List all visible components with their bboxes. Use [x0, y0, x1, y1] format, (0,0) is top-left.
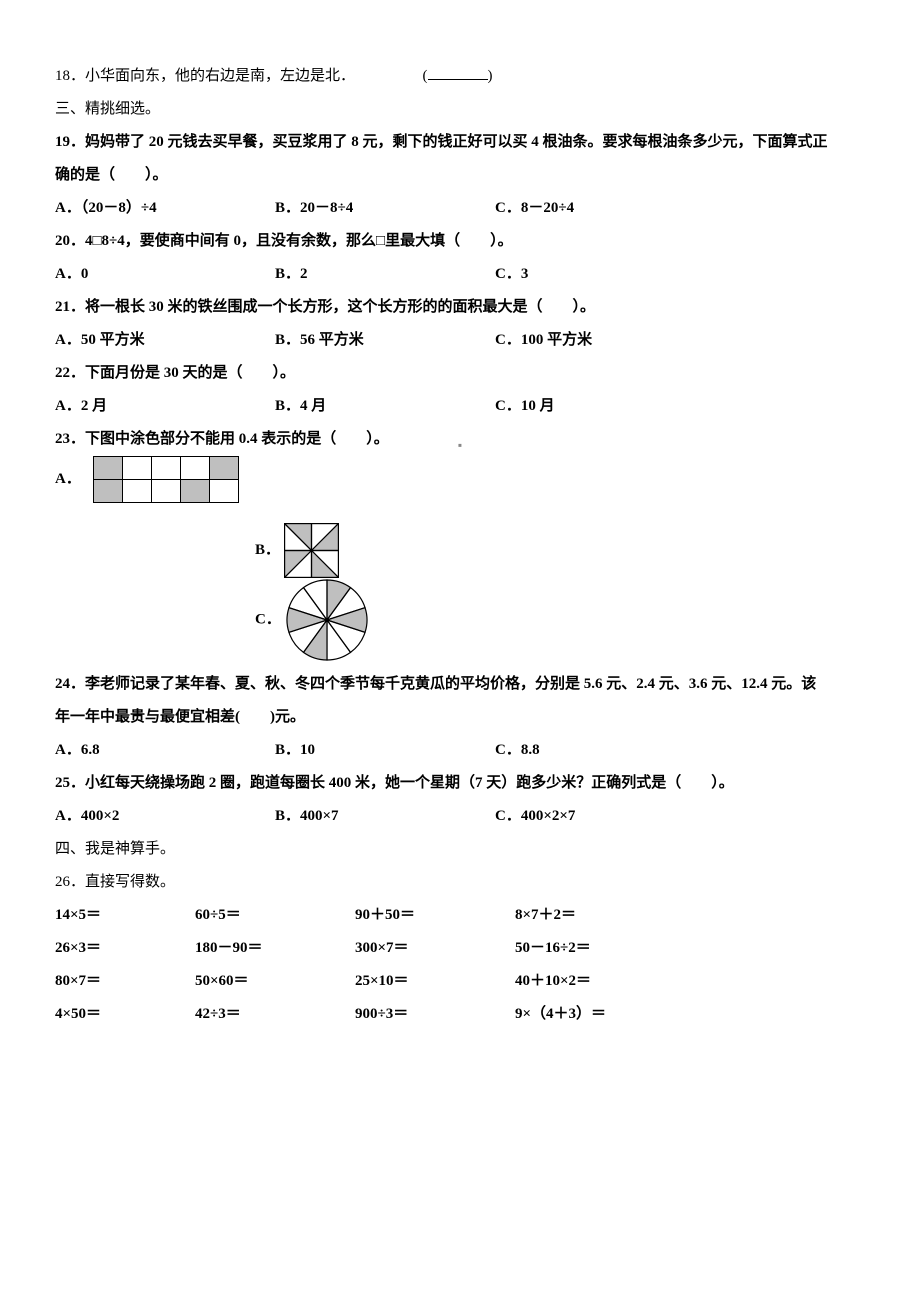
section4-heading: 四、我是神算手。	[55, 833, 865, 866]
q23-opt-c[interactable]: C．	[255, 578, 865, 662]
calc-cell: 80×7＝	[55, 965, 195, 998]
q20-opt-c[interactable]: C．3	[495, 258, 715, 291]
q25-stem: 25．小红每天绕操场跑 2 圈，跑道每圈长 400 米，她一个星期（7 天）跑多…	[55, 767, 865, 800]
q24-options: A．6.8 B．10 C．8.8	[55, 734, 865, 767]
calc-cell: 26×3＝	[55, 932, 195, 965]
q24-opt-c[interactable]: C．8.8	[495, 734, 715, 767]
calc-block: 14×5＝60÷5＝90＋50＝8×7＋2＝26×3＝180－90＝300×7＝…	[55, 899, 865, 1031]
square-diagonal-figure	[284, 542, 339, 558]
q22-opt-c[interactable]: C．10 月	[495, 390, 715, 423]
calc-cell: 8×7＋2＝	[515, 899, 675, 932]
q20-opt-b[interactable]: B．2	[275, 258, 495, 291]
calc-cell: 60÷5＝	[195, 899, 355, 932]
calc-cell: 9×（4＋3）＝	[515, 998, 675, 1031]
circle-slices-figure	[285, 611, 369, 627]
calc-cell: 25×10＝	[355, 965, 515, 998]
q23-label-b: B．	[255, 542, 280, 558]
q21-stem: 21．将一根长 30 米的铁丝围成一个长方形，这个长方形的的面积最大是（ ）。	[55, 291, 865, 324]
calc-cell: 4×50＝	[55, 998, 195, 1031]
q22-stem: 22．下面月份是 30 天的是（ ）。	[55, 357, 865, 390]
calc-row: 80×7＝50×60＝25×10＝40＋10×2＝	[55, 965, 865, 998]
q19-opt-b[interactable]: B．20－8÷4	[275, 192, 495, 225]
q23-opt-b[interactable]: B．	[255, 523, 865, 578]
q19-stem1: 19．妈妈带了 20 元钱去买早餐，买豆浆用了 8 元，剩下的钱正好可以买 4 …	[55, 126, 865, 159]
calc-cell: 180－90＝	[195, 932, 355, 965]
q18-paren-close: )	[488, 68, 493, 84]
q21-opt-b[interactable]: B．56 平方米	[275, 324, 495, 357]
q26-stem: 26．直接写得数。	[55, 866, 865, 899]
q18-text: 18．小华面向东，他的右边是南，左边是北．	[55, 68, 355, 84]
q18: 18．小华面向东，他的右边是南，左边是北． ()	[55, 60, 865, 93]
q23-label-c: C．	[255, 611, 281, 627]
q25-opt-b[interactable]: B．400×7	[275, 800, 495, 833]
calc-cell: 90＋50＝	[355, 899, 515, 932]
q23-opt-a[interactable]: A．	[55, 456, 865, 503]
q22-opt-b[interactable]: B．4 月	[275, 390, 495, 423]
calc-row: 14×5＝60÷5＝90＋50＝8×7＋2＝	[55, 899, 865, 932]
section3-heading: 三、精挑细选。	[55, 93, 865, 126]
q20-opt-a[interactable]: A．0	[55, 258, 275, 291]
q19-stem2: 确的是（ ）。	[55, 159, 865, 192]
q20-stem: 20．4□8÷4，要使商中间有 0，且没有余数，那么□里最大填（ ）。	[55, 225, 865, 258]
calc-cell: 14×5＝	[55, 899, 195, 932]
q18-blank[interactable]	[428, 64, 488, 80]
q20-options: A．0 B．2 C．3	[55, 258, 865, 291]
q22-options: A．2 月 B．4 月 C．10 月	[55, 390, 865, 423]
q19-opt-c[interactable]: C．8－20÷4	[495, 192, 715, 225]
calc-cell: 50－16÷2＝	[515, 932, 675, 965]
calc-cell: 42÷3＝	[195, 998, 355, 1031]
q24-opt-a[interactable]: A．6.8	[55, 734, 275, 767]
q24-stem1: 24．李老师记录了某年春、夏、秋、冬四个季节每千克黄瓜的平均价格，分别是 5.6…	[55, 668, 865, 701]
q22-opt-a[interactable]: A．2 月	[55, 390, 275, 423]
calc-cell: 300×7＝	[355, 932, 515, 965]
q25-opt-c[interactable]: C．400×2×7	[495, 800, 715, 833]
q23-label-a: A．	[55, 471, 81, 487]
grid-figure-a	[93, 456, 239, 503]
calc-cell: 50×60＝	[195, 965, 355, 998]
calc-row: 26×3＝180－90＝300×7＝50－16÷2＝	[55, 932, 865, 965]
q25-opt-a[interactable]: A．400×2	[55, 800, 275, 833]
q25-options: A．400×2 B．400×7 C．400×2×7	[55, 800, 865, 833]
q19-options: A．（20－8）÷4 B．20－8÷4 C．8－20÷4	[55, 192, 865, 225]
q21-opt-c[interactable]: C．100 平方米	[495, 324, 715, 357]
q21-options: A．50 平方米 B．56 平方米 C．100 平方米	[55, 324, 865, 357]
q21-opt-a[interactable]: A．50 平方米	[55, 324, 275, 357]
calc-cell: 40＋10×2＝	[515, 965, 675, 998]
q19-opt-a[interactable]: A．（20－8）÷4	[55, 192, 275, 225]
q24-opt-b[interactable]: B．10	[275, 734, 495, 767]
calc-cell: 900÷3＝	[355, 998, 515, 1031]
calc-row: 4×50＝42÷3＝900÷3＝9×（4＋3）＝	[55, 998, 865, 1031]
q24-stem2: 年一年中最贵与最便宜相差( )元。	[55, 701, 865, 734]
